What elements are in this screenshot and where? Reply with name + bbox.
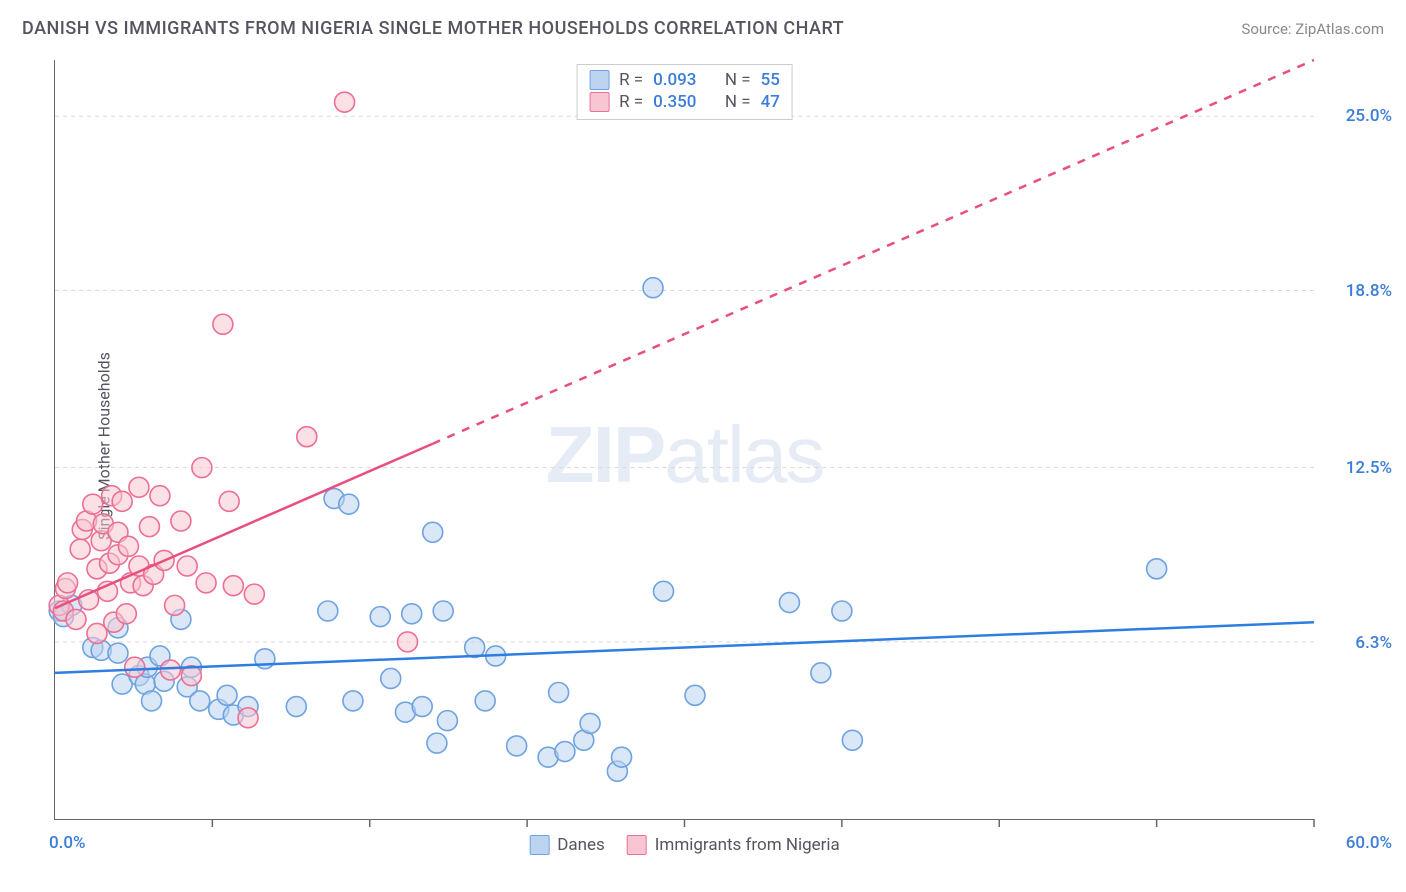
data-point: [555, 742, 575, 762]
data-point: [297, 427, 317, 447]
data-point: [842, 730, 862, 750]
data-point: [549, 683, 569, 703]
data-point: [223, 576, 243, 596]
plot-area: ZIPatlas R = 0.093 N = 55 R = 0.350 N = …: [54, 60, 1314, 820]
data-point: [196, 573, 216, 593]
data-point: [427, 733, 447, 753]
data-point: [381, 668, 401, 688]
data-point: [217, 685, 237, 705]
data-point: [475, 691, 495, 711]
trend-line-extrapolated: [433, 60, 1314, 444]
data-point: [507, 736, 527, 756]
correlation-legend: R = 0.093 N = 55 R = 0.350 N = 47: [576, 64, 793, 120]
data-point: [580, 713, 600, 733]
y-tick-label: 6.3%: [1355, 633, 1392, 653]
legend-item-danes: Danes: [529, 835, 605, 855]
data-point: [177, 556, 197, 576]
data-point: [779, 593, 799, 613]
data-point: [66, 609, 86, 629]
data-point: [244, 584, 264, 604]
x-max-label: 60.0%: [1346, 833, 1392, 853]
legend-row-nigeria: R = 0.350 N = 47: [589, 91, 780, 113]
data-point: [832, 601, 852, 621]
data-point: [139, 517, 159, 537]
data-point: [286, 697, 306, 717]
data-point: [811, 663, 831, 683]
data-point: [160, 660, 180, 680]
swatch-nigeria-icon: [627, 835, 647, 855]
data-point: [1147, 559, 1167, 579]
data-point: [165, 595, 185, 615]
swatch-danes-icon: [529, 835, 549, 855]
data-point: [150, 486, 170, 506]
y-tick-label: 12.5%: [1346, 458, 1392, 478]
data-point: [171, 511, 191, 531]
data-point: [192, 458, 212, 478]
legend-item-nigeria: Immigrants from Nigeria: [627, 835, 840, 855]
swatch-nigeria: [589, 92, 609, 112]
data-point: [108, 643, 128, 663]
data-point: [685, 685, 705, 705]
data-point: [343, 691, 363, 711]
data-point: [643, 278, 663, 298]
data-point: [129, 477, 149, 497]
data-point: [437, 711, 457, 731]
series-legend: Danes Immigrants from Nigeria: [529, 835, 840, 855]
data-point: [318, 601, 338, 621]
data-point: [83, 494, 103, 514]
data-point: [335, 92, 355, 112]
data-point: [213, 314, 233, 334]
data-point: [142, 691, 162, 711]
data-point: [339, 494, 359, 514]
data-point: [238, 708, 258, 728]
data-point: [219, 491, 239, 511]
data-point: [70, 539, 90, 559]
data-point: [423, 522, 443, 542]
swatch-danes: [589, 70, 609, 90]
data-point: [116, 604, 136, 624]
data-point: [612, 747, 632, 767]
legend-row-danes: R = 0.093 N = 55: [589, 69, 780, 91]
y-tick-label: 18.8%: [1346, 281, 1392, 301]
data-point: [112, 491, 132, 511]
data-point: [398, 632, 418, 652]
data-point: [370, 607, 390, 627]
data-point: [58, 573, 78, 593]
data-point: [412, 697, 432, 717]
y-tick-label: 25.0%: [1346, 106, 1392, 126]
x-min-label: 0.0%: [49, 833, 86, 853]
data-point: [125, 657, 145, 677]
data-point: [190, 691, 210, 711]
scatter-svg: [55, 60, 1314, 819]
data-point: [654, 581, 674, 601]
source-label: Source: ZipAtlas.com: [1241, 20, 1384, 38]
data-point: [118, 536, 138, 556]
trend-line: [55, 622, 1314, 673]
chart-title: DANISH VS IMMIGRANTS FROM NIGERIA SINGLE…: [22, 18, 844, 39]
source-link[interactable]: ZipAtlas.com: [1295, 20, 1384, 38]
data-point: [402, 604, 422, 624]
data-point: [433, 601, 453, 621]
